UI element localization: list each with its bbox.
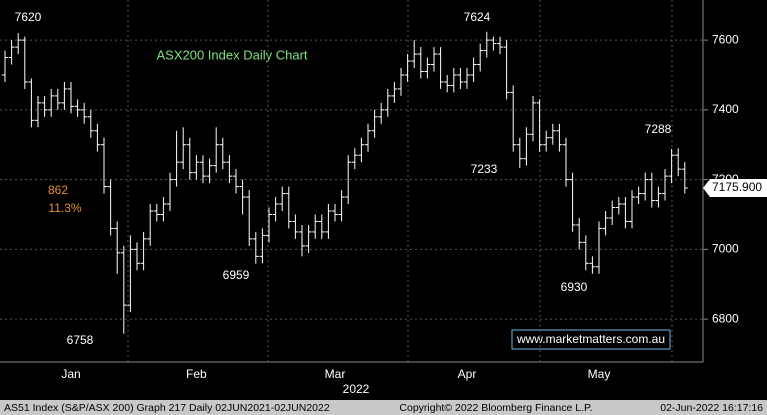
annotation: 6959: [223, 268, 250, 282]
footer-bar: [0, 400, 767, 415]
x-tick-label: Mar: [325, 367, 346, 381]
last-price-marker: [703, 179, 767, 198]
annotation: 862: [48, 183, 68, 197]
y-tick-label: 7400: [712, 102, 739, 116]
x-axis-label: 2022: [343, 382, 370, 396]
watermark-box: [511, 329, 671, 350]
y-tick-label: 6800: [712, 311, 739, 325]
last-price-label: 7175.900: [712, 180, 762, 194]
y-tick-label: 7600: [712, 32, 739, 46]
x-tick-label: May: [588, 367, 611, 381]
watermark: www.marketmatters.com.au: [516, 332, 665, 346]
footer-right: 02-Jun-2022 16:17:16: [660, 402, 763, 414]
footer-center: Copyright© 2022 Bloomberg Finance L.P.: [399, 402, 592, 414]
annotation: 6758: [67, 333, 94, 347]
x-tick-label: Jan: [61, 367, 80, 381]
chart-title: ASX200 Index Daily Chart: [156, 47, 307, 62]
x-tick-label: Feb: [186, 367, 207, 381]
annotation: 7624: [464, 10, 491, 24]
annotation: 6930: [561, 280, 588, 294]
y-tick-label: 7000: [712, 242, 739, 256]
annotation: 7233: [471, 162, 498, 176]
annotation: 7620: [15, 10, 42, 24]
annotation: 11.3%: [48, 201, 81, 215]
annotation: 7288: [645, 122, 672, 136]
x-tick-label: Apr: [458, 367, 477, 381]
footer-left: AS51 Index (S&P/ASX 200) Graph 217 Daily…: [4, 402, 330, 414]
